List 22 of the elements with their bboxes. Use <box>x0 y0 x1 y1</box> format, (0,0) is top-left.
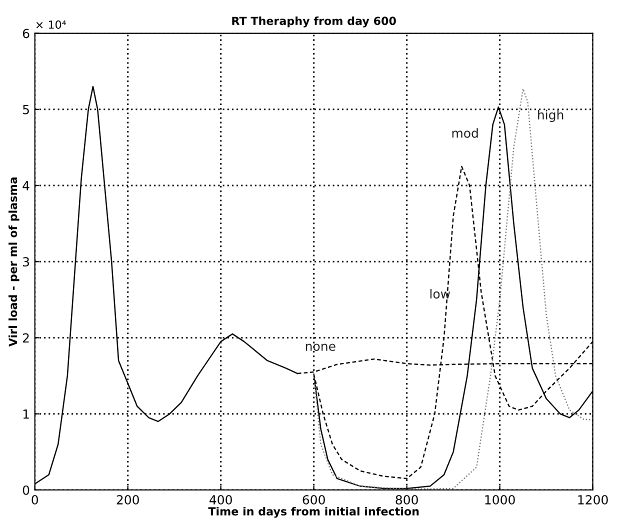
x-axis-title: Time in days from initial infection <box>208 506 419 518</box>
x-tick-label: 0 <box>32 495 38 505</box>
y-tick-label: 6 <box>22 28 30 38</box>
x-tick-label: 400 <box>210 495 232 505</box>
y-tick-label: 4 <box>22 181 30 190</box>
y-tick-label: 5 <box>23 105 29 114</box>
y-tick-label: 1 <box>23 410 29 419</box>
x-tick-label: 1200 <box>578 495 608 505</box>
series-label: none <box>306 344 336 351</box>
y-tick-label: 2 <box>22 333 29 342</box>
y-tick-label: 3 <box>23 257 30 267</box>
series-label: mod <box>452 128 478 138</box>
series-label: high <box>538 110 564 122</box>
chart-title: RT Theraphy from day 600 <box>232 16 396 28</box>
x-tick-label: 1000 <box>485 495 515 505</box>
x-tick-label: 800 <box>396 495 418 505</box>
text: × 10⁴ <box>36 20 66 29</box>
series-label: low <box>430 288 450 299</box>
y-tick-label: 0 <box>22 485 30 495</box>
x-tick-label: 200 <box>116 495 139 505</box>
y-axis-title: Virl load - per ml of plasma <box>8 178 20 347</box>
x-tick-label: 600 <box>302 495 325 505</box>
